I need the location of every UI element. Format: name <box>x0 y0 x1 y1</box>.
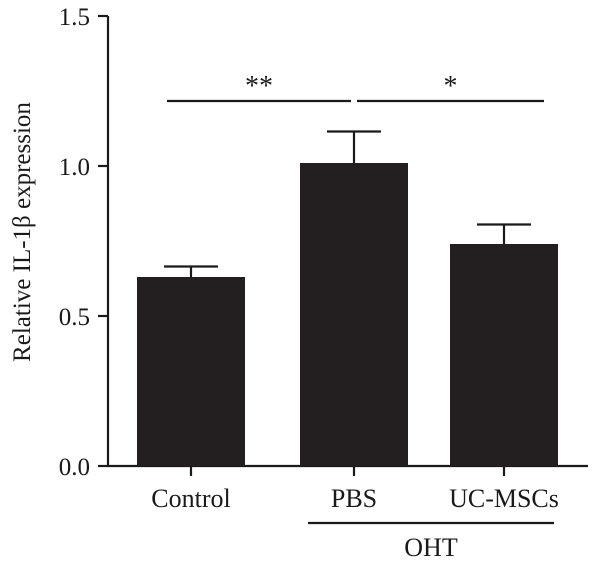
bar <box>137 277 245 466</box>
significance-label: * <box>444 71 458 102</box>
group-label: OHT <box>404 533 458 562</box>
significance-label: ** <box>245 71 273 102</box>
y-tick-label: 1.0 <box>59 154 90 181</box>
x-category-label: Control <box>151 484 230 513</box>
x-category-label: UC-MSCs <box>449 484 559 513</box>
bar <box>300 163 408 466</box>
y-tick-label: 1.5 <box>59 4 90 31</box>
x-category-label: PBS <box>331 484 377 513</box>
y-tick-label: 0.0 <box>59 454 90 481</box>
y-tick-label: 0.5 <box>59 304 90 331</box>
y-axis-label: Relative IL-1β expression <box>9 102 36 362</box>
bar <box>450 244 558 466</box>
